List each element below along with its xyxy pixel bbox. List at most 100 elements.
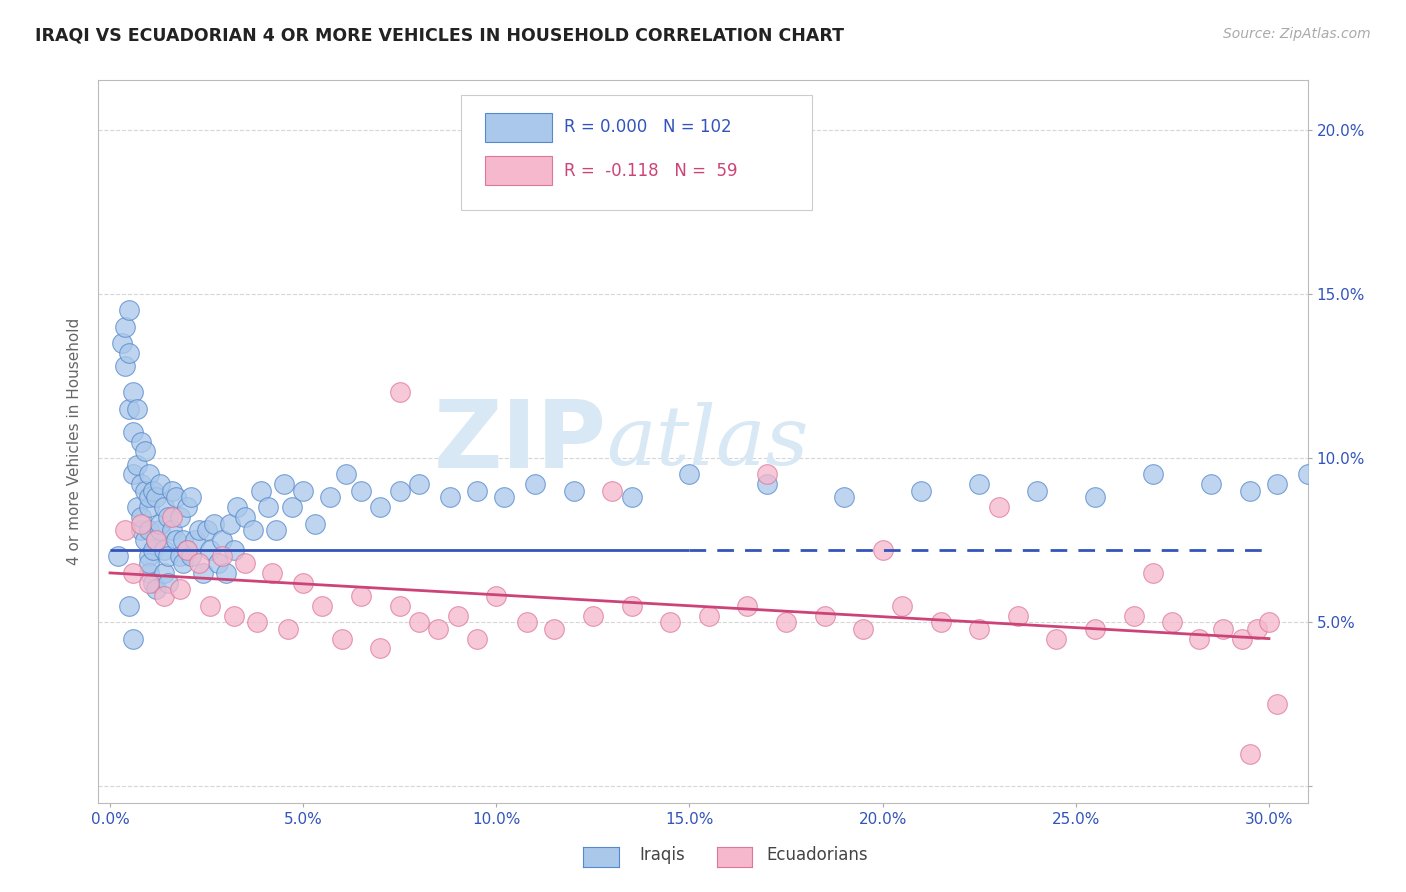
Point bbox=[141, 483, 163, 498]
Point bbox=[1265, 698, 1288, 712]
Point bbox=[129, 434, 152, 449]
Point bbox=[200, 542, 222, 557]
Point bbox=[1142, 467, 1164, 482]
Point bbox=[138, 549, 160, 564]
FancyBboxPatch shape bbox=[461, 95, 811, 211]
Point bbox=[222, 542, 245, 557]
Point bbox=[195, 523, 218, 537]
Point bbox=[191, 566, 214, 580]
Point bbox=[1316, 483, 1339, 498]
Point bbox=[215, 566, 238, 580]
Point bbox=[122, 566, 145, 580]
Point bbox=[967, 477, 990, 491]
Point bbox=[138, 491, 160, 505]
Point bbox=[118, 346, 141, 360]
Point bbox=[122, 632, 145, 646]
Point bbox=[264, 523, 287, 537]
Point bbox=[388, 385, 411, 400]
Point bbox=[408, 477, 430, 491]
Point bbox=[114, 523, 136, 537]
Point bbox=[292, 575, 315, 590]
Point bbox=[697, 608, 720, 623]
Point bbox=[370, 500, 392, 515]
Text: Source: ZipAtlas.com: Source: ZipAtlas.com bbox=[1223, 27, 1371, 41]
Point bbox=[138, 467, 160, 482]
Point bbox=[138, 575, 160, 590]
Point bbox=[600, 483, 623, 498]
Point bbox=[910, 483, 932, 498]
Point bbox=[202, 516, 225, 531]
Point bbox=[176, 542, 198, 557]
Text: R =  -0.118   N =  59: R = -0.118 N = 59 bbox=[564, 161, 737, 179]
Point bbox=[172, 533, 194, 547]
Point bbox=[145, 491, 167, 505]
Point bbox=[1026, 483, 1049, 498]
Point bbox=[156, 575, 179, 590]
Point bbox=[447, 608, 470, 623]
Point bbox=[1084, 491, 1107, 505]
Point bbox=[233, 510, 256, 524]
Point bbox=[319, 491, 342, 505]
Point bbox=[1199, 477, 1222, 491]
Point bbox=[1142, 566, 1164, 580]
Text: ZIP: ZIP bbox=[433, 395, 606, 488]
Point bbox=[852, 622, 875, 636]
Point bbox=[582, 608, 605, 623]
Point bbox=[1188, 632, 1211, 646]
Point bbox=[172, 556, 194, 570]
Point bbox=[620, 599, 643, 613]
Point bbox=[160, 510, 183, 524]
Point bbox=[929, 615, 952, 630]
Point bbox=[107, 549, 129, 564]
Text: IRAQI VS ECUADORIAN 4 OR MORE VEHICLES IN HOUSEHOLD CORRELATION CHART: IRAQI VS ECUADORIAN 4 OR MORE VEHICLES I… bbox=[35, 27, 844, 45]
Text: Ecuadorians: Ecuadorians bbox=[766, 846, 868, 863]
Point bbox=[1007, 608, 1029, 623]
Point bbox=[262, 566, 284, 580]
Point bbox=[304, 516, 326, 531]
Point bbox=[138, 500, 160, 515]
Text: R = 0.000   N = 102: R = 0.000 N = 102 bbox=[564, 119, 731, 136]
Point bbox=[388, 483, 411, 498]
Point bbox=[169, 549, 191, 564]
Point bbox=[184, 533, 207, 547]
Point bbox=[1246, 622, 1268, 636]
Point bbox=[659, 615, 682, 630]
Point bbox=[1230, 632, 1253, 646]
Point bbox=[149, 516, 172, 531]
Point bbox=[211, 533, 233, 547]
Point bbox=[1045, 632, 1067, 646]
Point bbox=[149, 477, 172, 491]
Point bbox=[180, 549, 202, 564]
Text: atlas: atlas bbox=[606, 401, 808, 482]
Point bbox=[156, 549, 179, 564]
Point bbox=[543, 622, 565, 636]
Point bbox=[187, 523, 209, 537]
Point bbox=[292, 483, 315, 498]
Point bbox=[678, 467, 700, 482]
Point bbox=[145, 582, 167, 597]
Point bbox=[153, 589, 176, 603]
Point bbox=[620, 491, 643, 505]
Point bbox=[388, 599, 411, 613]
Point bbox=[226, 500, 249, 515]
Point bbox=[516, 615, 538, 630]
Point bbox=[145, 533, 167, 547]
Point bbox=[1239, 483, 1261, 498]
Point bbox=[153, 542, 176, 557]
Point bbox=[1258, 615, 1281, 630]
Point bbox=[125, 500, 148, 515]
Point bbox=[134, 533, 156, 547]
Point bbox=[562, 483, 585, 498]
Point bbox=[118, 401, 141, 416]
Point bbox=[134, 444, 156, 458]
Point bbox=[249, 483, 271, 498]
Point bbox=[330, 632, 353, 646]
Point bbox=[125, 458, 148, 472]
Point bbox=[370, 641, 392, 656]
Point bbox=[277, 622, 299, 636]
Point bbox=[169, 582, 191, 597]
Point bbox=[1296, 467, 1319, 482]
Point bbox=[280, 500, 302, 515]
Point bbox=[755, 477, 778, 491]
Point bbox=[129, 523, 152, 537]
